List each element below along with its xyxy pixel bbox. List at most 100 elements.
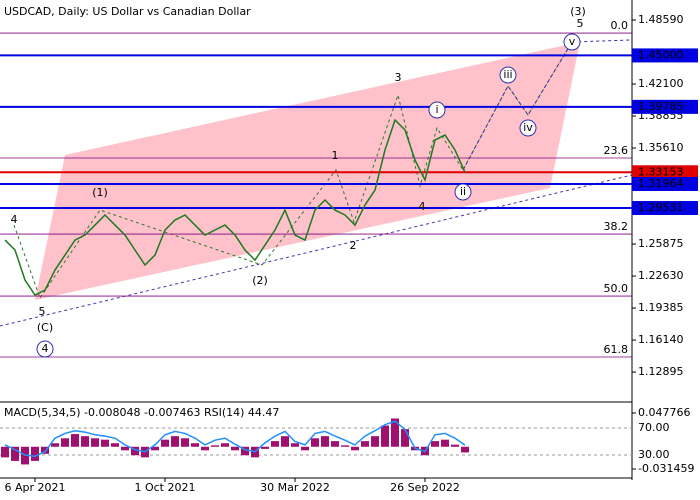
rsi-tick-label: 70.00 bbox=[638, 421, 670, 434]
level-label: 1.39785 bbox=[638, 100, 684, 113]
macd-bar bbox=[171, 436, 179, 447]
level-box bbox=[632, 176, 698, 191]
fib-label: 23.6 bbox=[604, 144, 629, 157]
wave-label: v bbox=[569, 35, 576, 48]
fib-label: 61.8 bbox=[604, 343, 629, 356]
x-tick-label: 30 Mar 2022 bbox=[260, 481, 330, 494]
macd-bar bbox=[1, 446, 9, 458]
level-label: 1.29531 bbox=[638, 201, 684, 214]
level-box bbox=[632, 165, 698, 180]
macd-bar bbox=[441, 439, 449, 447]
macd-bar bbox=[71, 434, 79, 447]
wave-label: (C) bbox=[37, 321, 53, 334]
macd-bar bbox=[91, 438, 99, 447]
macd-bar bbox=[241, 446, 249, 456]
wave-label: (3) bbox=[570, 5, 586, 18]
macd-bar bbox=[131, 446, 139, 456]
level-box bbox=[632, 99, 698, 114]
y-tick-label: 1.42100 bbox=[638, 77, 684, 90]
wave-circle bbox=[519, 119, 537, 137]
wave-label: 5 bbox=[577, 17, 584, 30]
wave-label: 2 bbox=[350, 239, 357, 252]
level-box bbox=[632, 48, 698, 63]
x-tick-label: 6 Apr 2021 bbox=[4, 481, 65, 494]
level-label: 1.31964 bbox=[638, 177, 684, 190]
macd-bar bbox=[341, 445, 349, 447]
wave-label: 4 bbox=[419, 200, 426, 213]
macd-bar bbox=[331, 441, 339, 447]
macd-bar bbox=[231, 446, 239, 451]
y-tick-label: 1.12895 bbox=[638, 365, 684, 378]
level-label: 1.33153 bbox=[638, 165, 684, 178]
y-tick-label: 1.19385 bbox=[638, 301, 684, 314]
macd-bar bbox=[351, 446, 359, 451]
level-box bbox=[632, 200, 698, 215]
wave-projection bbox=[462, 39, 631, 171]
wave-circle bbox=[563, 33, 581, 51]
macd-bar bbox=[431, 441, 439, 447]
wave-label: iv bbox=[523, 121, 533, 134]
wave-label: ii bbox=[460, 185, 466, 198]
y-tick-label: 1.48590 bbox=[638, 13, 684, 26]
wave-label: iii bbox=[503, 68, 512, 81]
y-tick-label: 1.35610 bbox=[638, 141, 684, 154]
wave-label: 3 bbox=[395, 71, 402, 84]
trend-line bbox=[0, 174, 633, 327]
y-tick-label: 1.16140 bbox=[638, 333, 684, 346]
macd-bar bbox=[31, 446, 39, 461]
macd-bar bbox=[221, 443, 229, 447]
x-tick-label: 1 Oct 2021 bbox=[134, 481, 195, 494]
wave-label: 1 bbox=[332, 149, 339, 162]
wave-circle bbox=[499, 66, 517, 84]
macd-bar bbox=[381, 425, 389, 447]
rsi-line bbox=[4, 420, 466, 458]
macd-bar bbox=[101, 439, 109, 447]
macd-bar bbox=[161, 439, 169, 447]
macd-bar bbox=[271, 441, 279, 447]
macd-bar bbox=[61, 438, 69, 447]
y-tick-label: 1.22630 bbox=[638, 269, 684, 282]
macd-bar bbox=[181, 438, 189, 447]
indicator-header: MACD(5,34,5) -0.008048 -0.007463 RSI(14)… bbox=[4, 406, 279, 419]
wave-circle bbox=[428, 101, 446, 119]
macd-bar bbox=[41, 446, 49, 454]
level-label: 1.45000 bbox=[638, 48, 684, 61]
macd-bar bbox=[391, 418, 399, 447]
wave-label: (2) bbox=[252, 274, 268, 287]
x-tick-label: 26 Sep 2022 bbox=[390, 481, 460, 494]
wave-label: i bbox=[435, 103, 438, 116]
macd-bar bbox=[151, 446, 159, 451]
macd-bar bbox=[81, 436, 89, 447]
macd-bar bbox=[291, 443, 299, 447]
fib-label: 50.0 bbox=[604, 282, 629, 295]
price-line bbox=[4, 118, 466, 296]
macd-bar bbox=[281, 436, 289, 447]
wave-label: 4 bbox=[11, 213, 18, 226]
macd-bar bbox=[451, 444, 459, 447]
wave-label: 5 bbox=[39, 305, 46, 318]
wave-label: (1) bbox=[92, 186, 108, 199]
rsi-tick-label: 30.00 bbox=[638, 448, 670, 461]
macd-bar bbox=[121, 446, 129, 451]
macd-bar bbox=[201, 446, 209, 451]
macd-bar bbox=[51, 443, 59, 447]
macd-bar bbox=[191, 443, 199, 447]
macd-bar bbox=[401, 429, 409, 447]
fib-label: 0.0 bbox=[611, 19, 629, 32]
macd-bar bbox=[11, 446, 19, 461]
macd-bar bbox=[261, 446, 269, 449]
chart-title: USDCAD, Daily: US Dollar vs Canadian Dol… bbox=[4, 5, 251, 18]
y-tick-label: 1.25875 bbox=[638, 237, 684, 250]
macd-bar bbox=[311, 438, 319, 447]
macd-bar bbox=[371, 436, 379, 447]
wave-label: 4 bbox=[42, 342, 49, 355]
macd-bar bbox=[361, 441, 369, 447]
fib-label: 38.2 bbox=[604, 220, 629, 233]
wave-circle bbox=[454, 183, 472, 201]
macd-bar bbox=[211, 445, 219, 447]
macd-tick-label: 0.047766 bbox=[638, 406, 691, 419]
macd-bar bbox=[111, 443, 119, 447]
macd-tick-label: -0.031459 bbox=[638, 462, 694, 475]
macd-bar bbox=[301, 446, 309, 451]
